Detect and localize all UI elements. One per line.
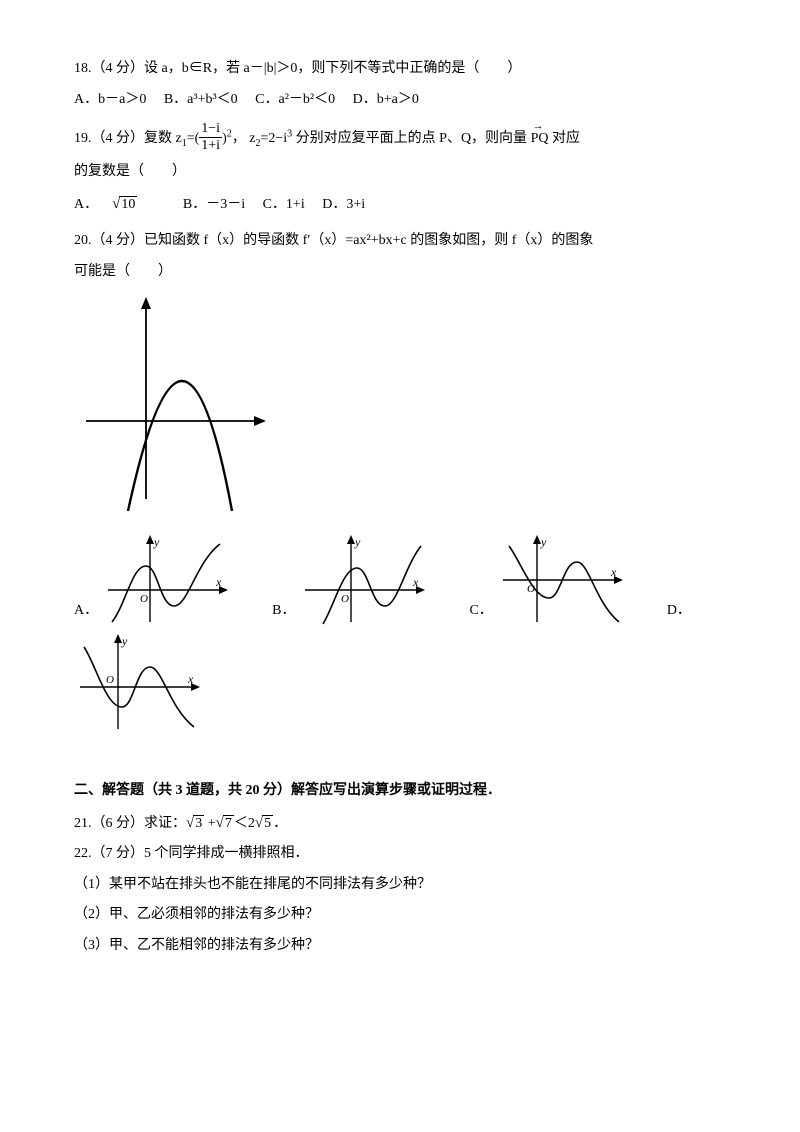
sqrt-10: 10 (112, 190, 151, 219)
q20-opt-a-label: A． (74, 598, 98, 627)
axis-x-label: x (215, 575, 222, 589)
q20-derivative-graph (74, 291, 726, 522)
q20-opt-c-label: C． (469, 598, 492, 627)
svg-text:y: y (540, 535, 547, 549)
q18-options: A．b－a＞0 B．a³+b³＜0 C．a²－b²＜0 D．b+a＞0 (74, 87, 726, 114)
q20-stem-line1: 20.（4 分）已知函数 f（x）的导函数 f′（x）=ax²+bx+c 的图象… (74, 228, 726, 255)
q18-opt-d: D．b+a＞0 (353, 92, 419, 107)
cubic-graph-c: y x O (497, 532, 627, 627)
q18-opt-a: A．b－a＞0 (74, 92, 146, 107)
q20-opt-c-item: C． y x O (469, 532, 626, 627)
q19-opt-d: D．3+i (322, 197, 365, 212)
q21-period: ． (273, 816, 287, 831)
q20-option-graphs-row2: y x O (74, 631, 726, 736)
q20-opt-d-label: D． (667, 598, 691, 627)
q19-eq2: =2−i (260, 131, 287, 146)
frac-den: 1+i (199, 138, 222, 153)
svg-text:O: O (106, 674, 114, 686)
q19-opt-b: B．－3－i (183, 197, 245, 212)
q19-suffix1: 对应 (548, 131, 580, 146)
q18-opt-b: B．a³+b³＜0 (164, 92, 238, 107)
q19-fraction: 1−i1+i (199, 121, 222, 153)
sqrt-3-rad: 3 (193, 815, 204, 831)
q20-opt-b-item: B． y x O (272, 532, 429, 627)
q19-eq1: =( (187, 131, 200, 146)
sqrt-3: 3 (186, 809, 204, 838)
parabola-svg (74, 291, 274, 511)
q22-sub2: （2）甲、乙必须相邻的排法有多少种？ (74, 902, 726, 929)
q20-stem-line2: 可能是（ ） (74, 259, 726, 286)
svg-text:O: O (341, 593, 349, 605)
exam-page: 18.（4 分）设 a，b∈R，若 a－|b|＞0，则下列不等式中正确的是（ ）… (0, 0, 800, 1132)
q20-opt-a-item: A． y x O (74, 532, 232, 627)
q21-lt: ＜2 (234, 816, 255, 831)
sqrt-5: 5 (255, 809, 273, 838)
section-2-title: 二、解答题（共 3 道题，共 20 分）解答应写出演算步骤或证明过程． (74, 778, 726, 805)
q19-z1: z1 (176, 131, 187, 146)
q22-sub1: （1）某甲不站在排头也不能在排尾的不同排法有多少种？ (74, 872, 726, 899)
q22-stem: 22.（7 分）5 个同学排成一横排照相． (74, 841, 726, 868)
q20-opt-b-label: B． (272, 598, 295, 627)
vector-pq: PQ (531, 126, 549, 153)
q19-prefix: 19.（4 分）复数 (74, 131, 176, 146)
frac-num: 1−i (199, 121, 222, 137)
q19-a-pre: A． (74, 197, 98, 212)
svg-text:y: y (121, 634, 128, 648)
q19-opt-c: C．1+i (263, 197, 305, 212)
origin-label: O (140, 593, 148, 605)
q18-stem: 18.（4 分）设 a，b∈R，若 a－|b|＞0，则下列不等式中正确的是（ ） (74, 56, 726, 83)
q21-plus: + (204, 816, 215, 831)
svg-text:x: x (610, 565, 617, 579)
q19-stem-line1: 19.（4 分）复数 z1=(1−i1+i)2， z2=2−i3 分别对应复平面… (74, 123, 726, 155)
cubic-graph-b: y x O (299, 532, 429, 627)
axis-y-label: y (153, 535, 160, 549)
q18-opt-c: C．a²－b²＜0 (255, 92, 335, 107)
sqrt-5-rad: 5 (262, 815, 273, 831)
q20-option-graphs-row1: A． y x O B． y x O (74, 532, 726, 627)
q22-sub3: （3）甲、乙不能相邻的排法有多少种？ (74, 933, 726, 960)
cubic-graph-d: y x O (74, 631, 204, 736)
q19-stem-line2: 的复数是（ ） (74, 159, 726, 186)
q21-stem: 21.（6 分）求证： 3 +7＜2 5． (74, 809, 726, 838)
q19-opt-a: A． 10 (74, 197, 165, 212)
q19-exp3: 3 (287, 129, 292, 140)
q19-mid: 分别对应复平面上的点 P、Q，则向量 (296, 131, 531, 146)
q21-prefix: 21.（6 分）求证： (74, 816, 186, 831)
svg-text:x: x (412, 575, 419, 589)
svg-text:x: x (187, 672, 194, 686)
q19-comma: ， (232, 131, 246, 146)
q19-z2: z2 (249, 131, 260, 146)
sqrt-10-rad: 10 (119, 196, 137, 212)
q19-options: A． 10 B．－3－i C．1+i D．3+i (74, 190, 726, 219)
cubic-graph-a: y x O (102, 532, 232, 627)
sqrt-7: 7 (216, 809, 234, 838)
q20-opt-d-item: y x O (74, 631, 204, 736)
svg-text:y: y (354, 535, 361, 549)
sqrt-7-rad: 7 (223, 815, 234, 831)
